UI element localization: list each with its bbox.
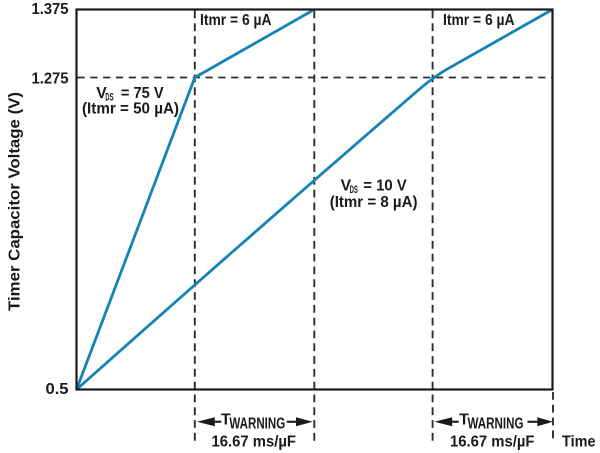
svg-text:DS: DS [350,184,358,196]
svg-text:T: T [221,411,231,428]
svg-text:= 10 V: = 10 V [363,177,407,194]
svg-text:Time: Time [562,433,596,450]
svg-text:1.275: 1.275 [32,70,69,87]
svg-text:= 75 V: = 75 V [121,85,164,102]
svg-text:WARNING: WARNING [229,416,285,433]
svg-text:DS: DS [105,92,113,104]
svg-text:WARNING: WARNING [468,416,524,433]
svg-text:16.67 ms/µF: 16.67 ms/µF [212,433,297,450]
svg-text:V: V [96,85,107,102]
svg-text:T: T [459,411,469,428]
svg-text:Itmr = 6 µA: Itmr = 6 µA [200,12,272,29]
svg-text:V: V [341,177,352,194]
svg-text:Timer Capacitor Voltage (V): Timer Capacitor Voltage (V) [7,92,24,311]
svg-text:16.67 ms/µF: 16.67 ms/µF [450,433,535,450]
svg-text:Itmr = 6 µA: Itmr = 6 µA [443,12,515,29]
svg-text:(Itmr = 50 µA): (Itmr = 50 µA) [82,100,179,117]
svg-text:(Itmr = 8 µA): (Itmr = 8 µA) [330,194,418,211]
svg-text:0.5: 0.5 [46,381,69,398]
svg-text:1.375: 1.375 [32,1,69,18]
